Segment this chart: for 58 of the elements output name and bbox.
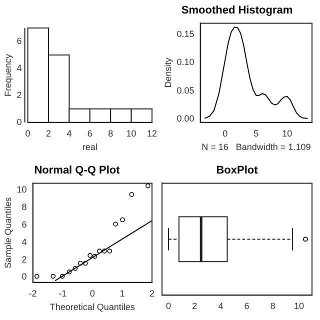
x-tick-label: 12 (146, 128, 158, 138)
point (34, 274, 40, 279)
x-tick-label: 0 (90, 288, 95, 298)
x-tick-label: 2 (149, 288, 155, 298)
point (107, 248, 112, 254)
x-tick-label: 6 (244, 301, 250, 312)
x-tick-label: 0 (222, 128, 228, 138)
x-tick-label: 6 (87, 128, 92, 138)
point (66, 270, 72, 274)
x-tick-label: 10 (126, 128, 136, 138)
point (60, 274, 65, 279)
x-axis-title: N = 16 Bandwidth = 1.109 (202, 142, 311, 152)
x-tick-label: 5 (254, 128, 259, 138)
chart-title: BoxPlot (216, 164, 258, 177)
x-tick-label: 2 (46, 128, 52, 138)
x-tick-label: 1 (120, 288, 125, 298)
y-tick-label: 6 (22, 219, 27, 230)
point (120, 217, 125, 222)
point (88, 253, 92, 258)
x-tick-label: 4 (218, 301, 224, 312)
x-tick-label: -1 (58, 288, 67, 298)
y-tick-label: 0 (16, 116, 22, 127)
chart-title: Smoothed Histogram (181, 4, 293, 17)
point (113, 222, 118, 226)
y-axis-title: Sample Quantiles (2, 196, 13, 268)
y-tick-label: 0.05 (176, 85, 194, 96)
x-tick-label: 10 (282, 128, 292, 138)
y-tick-label: 10 (16, 184, 27, 195)
x-tick-label: 8 (108, 128, 114, 138)
y-tick-label: 2 (22, 254, 27, 264)
y-tick-label: 0 (22, 272, 27, 282)
chart-title: Normal Q-Q Plot (34, 164, 120, 177)
x-tick-label: -2 (28, 288, 37, 298)
y-tick-label: 4 (22, 236, 27, 247)
point (146, 183, 150, 188)
y-tick-label: 4 (16, 62, 22, 73)
x-axis-title: Theoretical Quantiles (50, 302, 136, 312)
point (50, 274, 56, 279)
y-axis-title: Density (162, 57, 173, 88)
y-axis-title: Frequency (2, 53, 13, 96)
x-tick-label: 8 (270, 301, 276, 312)
y-tick-label: 6 (16, 36, 22, 46)
point (97, 248, 102, 254)
point (102, 248, 107, 254)
x-axis-title: real (82, 142, 98, 152)
point (72, 266, 78, 271)
x-tick-label: 10 (294, 301, 304, 312)
point (82, 260, 88, 266)
point (129, 192, 134, 197)
y-tick-label: 0.15 (176, 28, 194, 39)
y-tick-label: 2 (16, 90, 22, 100)
x-tick-label: 4 (66, 128, 72, 138)
point (92, 254, 98, 259)
x-tick-label: 0 (166, 301, 172, 312)
y-tick-label: 0.10 (176, 57, 194, 68)
point (78, 260, 83, 266)
y-tick-label: 8 (22, 202, 27, 212)
y-tick-label: 0.00 (176, 114, 194, 124)
